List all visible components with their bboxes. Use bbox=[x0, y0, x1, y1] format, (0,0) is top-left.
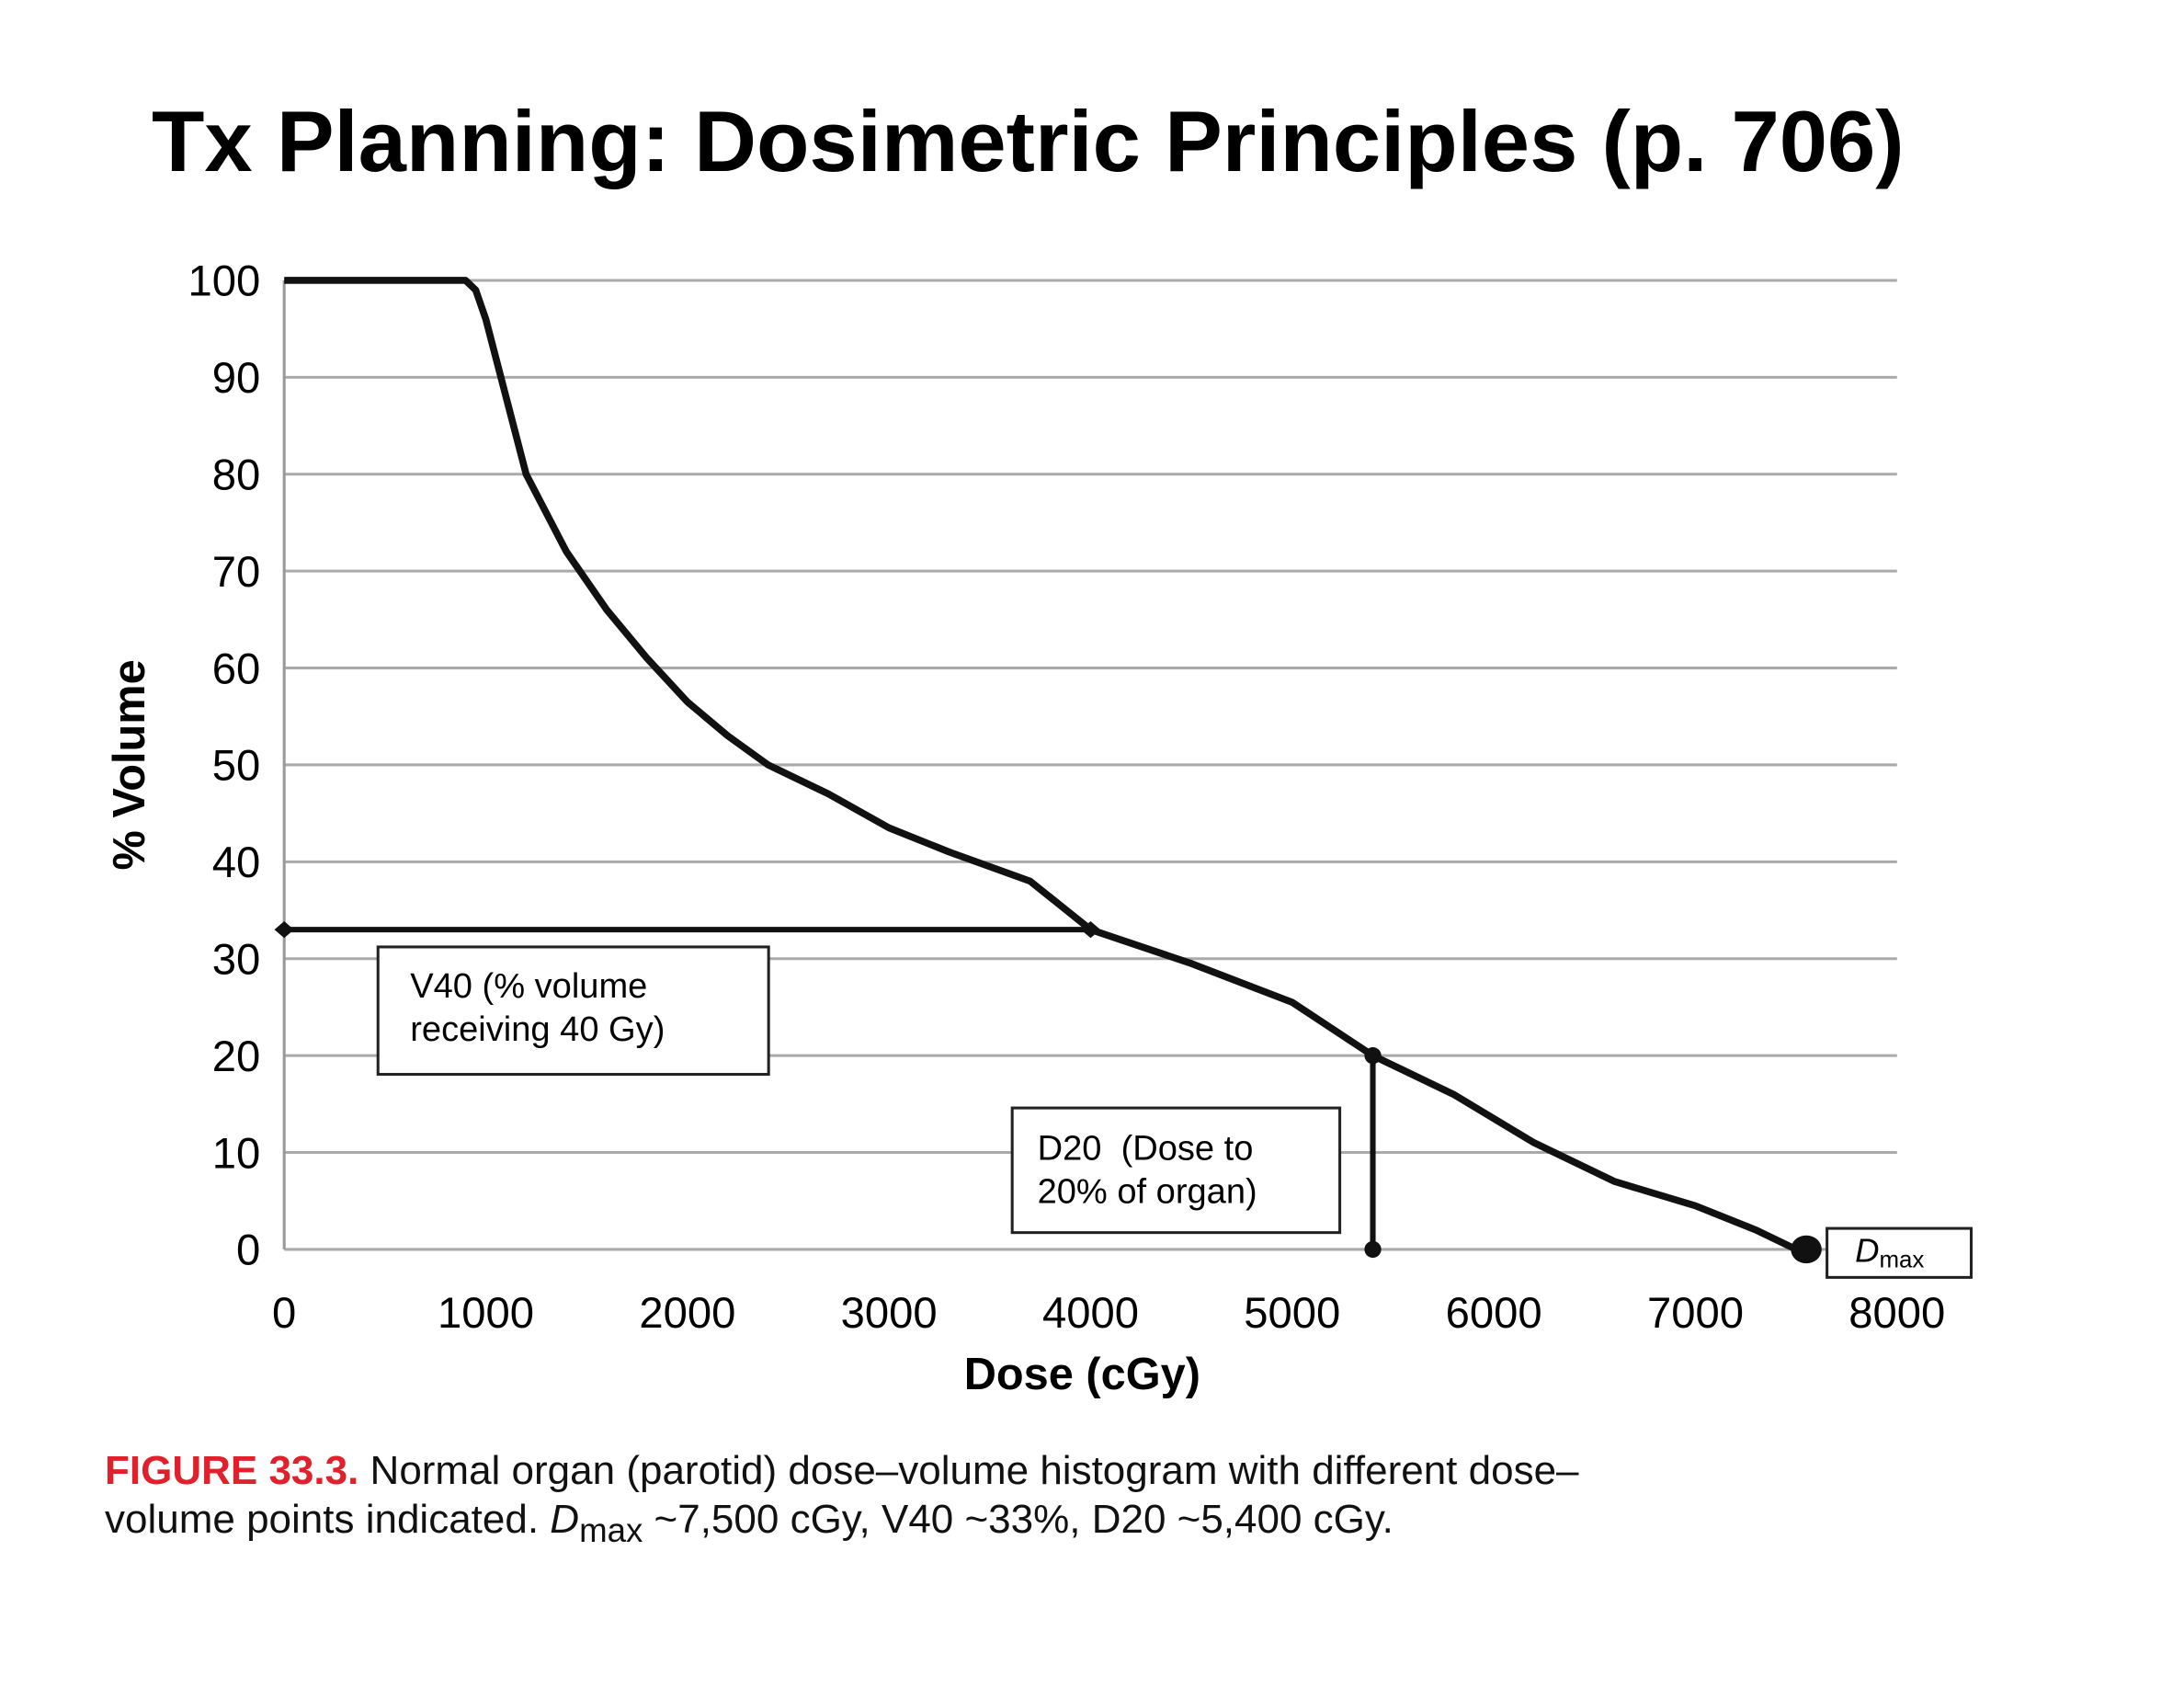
y-axis-label: % Volume bbox=[105, 659, 154, 870]
figure-caption-line2: volume points indicated. Dmax ~7,500 cGy… bbox=[105, 1497, 1393, 1550]
y-tick-label: 30 bbox=[212, 935, 261, 984]
d20-point-marker bbox=[1364, 1046, 1382, 1065]
x-axis-label: Dose (cGy) bbox=[964, 1350, 1200, 1399]
v40-diamond-marker bbox=[274, 920, 294, 939]
y-tick-label: 0 bbox=[236, 1226, 260, 1275]
dmax-label-box: Dmax bbox=[1826, 1226, 1974, 1279]
annotations bbox=[274, 920, 1822, 1264]
caption-text-2a: volume points indicated. bbox=[105, 1497, 551, 1542]
y-tick-label: 20 bbox=[212, 1032, 261, 1081]
caption-text-2b: ~7,500 cGy, V40 ~33%, D20 ~5,400 cGy. bbox=[643, 1497, 1393, 1542]
caption-text-1: Normal organ (parotid) dose–volume histo… bbox=[358, 1448, 1579, 1493]
figure-caption-line1: FIGURE 33.3. Normal organ (parotid) dose… bbox=[105, 1448, 1579, 1494]
d20-label-line2: 20% of organ) bbox=[1038, 1173, 1257, 1212]
y-tick-label: 90 bbox=[212, 354, 261, 403]
v40-label-line2: receiving 40 Gy) bbox=[410, 1010, 665, 1049]
d20-base-marker bbox=[1364, 1240, 1382, 1259]
grid-lines bbox=[284, 279, 1897, 1251]
x-tick-label: 6000 bbox=[1446, 1289, 1542, 1338]
x-tick-label: 5000 bbox=[1244, 1289, 1340, 1338]
dvh-curve bbox=[284, 277, 1798, 1253]
x-tick-label: 4000 bbox=[1042, 1289, 1139, 1338]
d20-label-box: D20 (Dose to 20% of organ) bbox=[1010, 1106, 1342, 1235]
y-tick-labels: 0 10 20 30 40 50 60 70 80 90 100 bbox=[188, 257, 261, 1275]
x-tick-label: 7000 bbox=[1647, 1289, 1744, 1338]
slide-title: Tx Planning: Dosimetric Principles (p. 7… bbox=[152, 93, 1905, 189]
caption-dmax-d: D bbox=[550, 1497, 580, 1542]
x-tick-label: 1000 bbox=[438, 1289, 534, 1338]
d20-label-line1: D20 (Dose to bbox=[1038, 1129, 1254, 1168]
dmax-point-marker bbox=[1791, 1235, 1822, 1264]
x-tick-label: 2000 bbox=[639, 1289, 735, 1338]
dmax-label-d: D bbox=[1855, 1232, 1879, 1270]
y-tick-label: 40 bbox=[212, 838, 261, 887]
v40-label-line1: V40 (% volume bbox=[410, 967, 647, 1006]
dmax-label-sub: max bbox=[1879, 1248, 1924, 1273]
y-tick-label: 70 bbox=[212, 548, 261, 597]
y-tick-label: 100 bbox=[188, 257, 261, 306]
svg-text:Dmax: Dmax bbox=[1855, 1232, 1924, 1273]
figure-label: FIGURE 33.3. bbox=[105, 1448, 359, 1493]
v40-label-box: V40 (% volume receiving 40 Gy) bbox=[376, 945, 770, 1077]
caption-dmax-sub: max bbox=[579, 1511, 643, 1549]
x-tick-labels: 0 1000 2000 3000 4000 5000 6000 7000 8000 bbox=[272, 1289, 1945, 1338]
y-tick-label: 60 bbox=[212, 644, 261, 693]
y-tick-label: 10 bbox=[212, 1129, 261, 1178]
v40-diamond-marker bbox=[1080, 920, 1101, 939]
x-tick-label: 3000 bbox=[841, 1289, 938, 1338]
x-tick-label: 8000 bbox=[1848, 1289, 1945, 1338]
x-tick-label: 0 bbox=[272, 1289, 296, 1338]
y-tick-label: 50 bbox=[212, 742, 261, 791]
y-tick-label: 80 bbox=[212, 451, 261, 500]
